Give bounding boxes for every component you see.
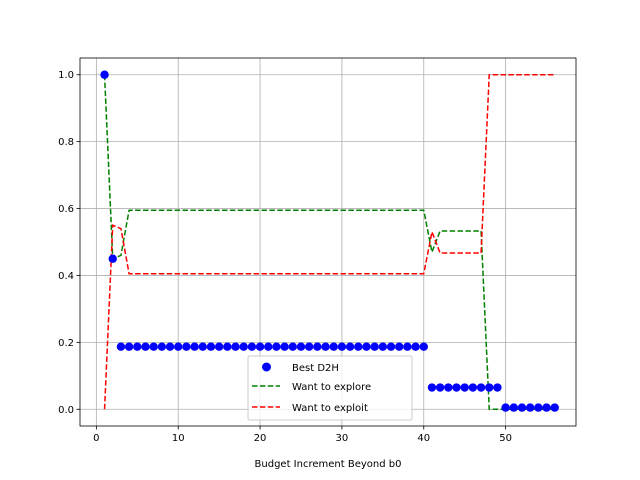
x-tick-label: 10 [172,433,185,444]
scatter-point [116,342,126,351]
x-axis-label: Budget Increment Beyond b0 [255,459,402,470]
scatter-point [157,342,167,351]
scatter-point [239,342,248,351]
x-tick-label: 50 [499,433,512,444]
legend-label-want-to-exploit: Want to exploit [292,403,368,414]
scatter-point [509,403,518,412]
scatter-point [485,383,494,392]
plot-frame [79,57,577,427]
scatter-point [493,383,502,392]
scatter-point [452,383,461,392]
y-tick-label: 0.8 [58,137,74,148]
legend-label-want-to-explore: Want to explore [292,382,371,393]
scatter-point [403,342,412,351]
scatter-point [378,342,388,351]
scatter-point [501,403,510,412]
x-tick-label: 20 [254,433,267,444]
scatter-point [247,342,257,351]
scatter-point [542,403,551,412]
scatter-point [460,383,469,392]
scatter-point [174,342,183,351]
scatter-point [517,403,527,412]
scatter-point [288,342,298,351]
x-tick-label: 30 [336,433,349,444]
scatter-point [223,342,232,351]
scatter-point [149,342,158,351]
scatter-point [198,342,207,351]
scatter-point [231,342,240,351]
scatter-point [304,342,314,351]
scatter-point [100,70,109,79]
y-tick-label: 1.0 [58,70,74,81]
scatter-point [550,403,559,412]
scatter-point [427,383,437,392]
series-line-want-to-explore [103,74,555,411]
x-tick-label: 40 [417,433,430,444]
scatter-point [354,342,363,351]
scatter-point [133,342,142,351]
scatter-point [280,342,289,351]
scatter-point [313,342,322,351]
scatter-point [165,342,175,351]
axes: 0 10 20 30 40 50 0.0 0.2 0.4 0.6 0.8 1.0 [58,70,512,444]
scatter-point [476,383,486,392]
scatter-point [124,342,134,351]
legend-marker-best-d2h [262,362,271,372]
scatter-point [329,342,338,351]
scatter-point [214,342,224,351]
scatter-point [534,403,543,412]
scatter-point [525,403,535,412]
scatter-point [272,342,281,351]
scatter-point [395,342,404,351]
scatter-point [435,383,445,392]
series-line-want-to-exploit [103,73,555,410]
scatter-point [206,342,216,351]
scatter-point [190,342,199,351]
scatter-point [468,383,478,392]
scatter-point [296,342,306,351]
series-layer [100,70,559,412]
scatter-point [386,342,396,351]
scatter-point [370,342,379,351]
scatter-point [182,342,191,351]
y-tick-label: 0.2 [58,338,74,349]
y-tick-label: 0.6 [58,204,74,215]
legend-box [247,355,413,421]
x-tick-label: 0 [93,433,99,444]
scatter-point [419,342,428,351]
scatter-point [444,383,453,392]
scatter-point [321,342,330,351]
scatter-point [345,342,355,351]
y-tick-label: 0.0 [58,405,74,416]
scatter-point [141,342,150,351]
legend-label-best-d2h: Best D2H [292,363,339,374]
scatter-point [264,342,273,351]
legend: Best D2H Want to explore Want to exploit [247,355,413,421]
scatter-point [108,254,117,263]
scatter-point [411,342,420,351]
scatter-point [337,342,347,351]
y-tick-label: 0.4 [58,271,74,282]
scatter-point [255,342,265,351]
scatter-point [362,342,371,351]
